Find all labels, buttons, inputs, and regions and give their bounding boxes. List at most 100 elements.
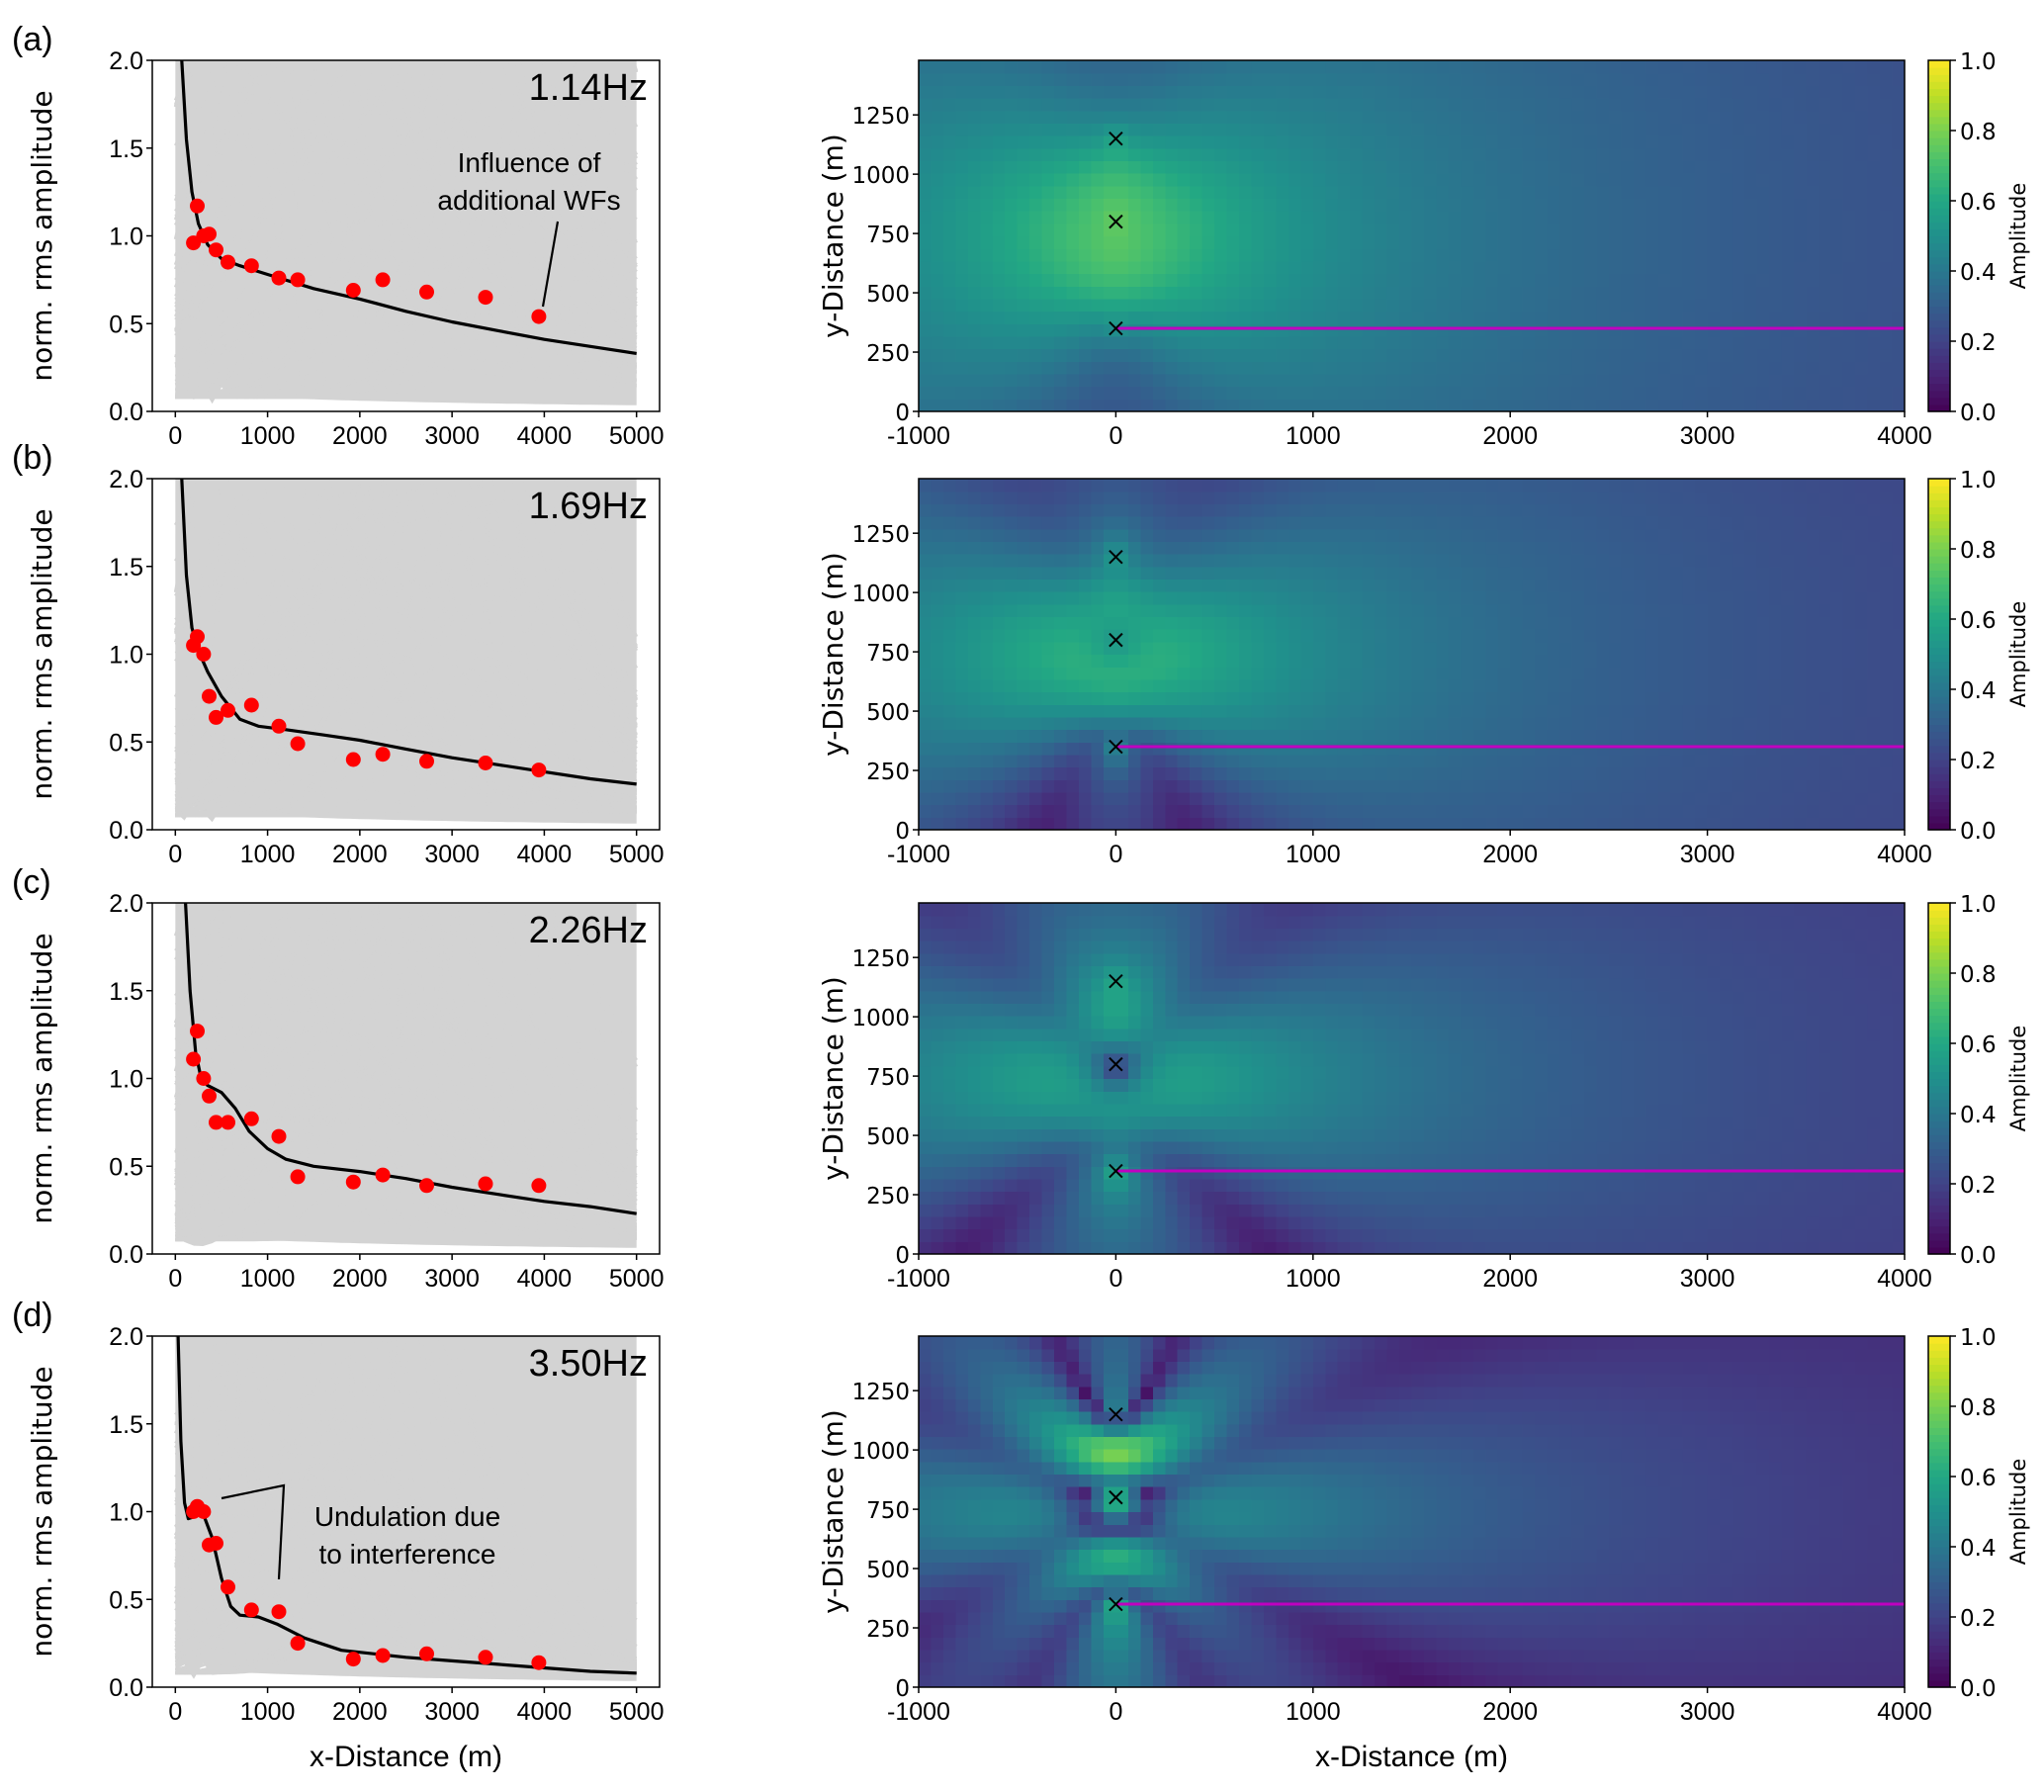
ensemble-curve: [175, 60, 479, 398]
heatmap-cell: [1041, 361, 1055, 375]
heatmap-cell: [1842, 85, 1856, 99]
heatmap-cell: [1768, 323, 1782, 337]
heatmap-cell: [1695, 260, 1709, 275]
heatmap-cell: [1115, 479, 1129, 493]
y-tick-label: 1000: [851, 582, 910, 607]
heatmap-cell: [1103, 260, 1116, 275]
heatmap-cell: [992, 516, 1006, 530]
heatmap-cell: [1152, 804, 1166, 818]
heatmap-cell: [1743, 817, 1758, 831]
heatmap-cell: [1190, 60, 1203, 74]
heatmap-cell: [1239, 223, 1253, 237]
amplitude-map: -1000 0 1000 2000 3000 4000025050075010001250…: [817, 478, 1932, 868]
heatmap-cell: [919, 791, 933, 806]
heatmap-cell: [1239, 198, 1253, 212]
heatmap-cell: [1497, 185, 1511, 200]
heatmap-cell: [1436, 248, 1450, 262]
heatmap-cell: [1842, 691, 1856, 705]
heatmap-cell: [955, 541, 969, 555]
heatmap-cell: [1830, 678, 1844, 693]
heatmap-cell: [1485, 554, 1499, 568]
heatmap-cell: [1756, 147, 1770, 162]
heatmap-cell: [1017, 85, 1030, 99]
heatmap-cell: [967, 704, 981, 718]
heatmap-cell: [1103, 85, 1116, 99]
heatmap-cell: [1079, 742, 1093, 756]
heatmap-cell: [1165, 335, 1179, 350]
heatmap-cell: [1214, 804, 1228, 818]
heatmap-cell: [1017, 704, 1030, 718]
ensemble-curve: [174, 60, 638, 305]
heatmap-cell: [1325, 629, 1339, 643]
heatmap-cell: [1510, 361, 1524, 375]
heatmap-cell: [1559, 667, 1573, 680]
heatmap-cell: [1214, 641, 1228, 656]
heatmap-cell: [1867, 298, 1881, 313]
heatmap-cell: [1165, 373, 1179, 388]
heatmap-cell: [1583, 554, 1598, 568]
heatmap-cell: [1720, 373, 1733, 388]
heatmap-cell: [1054, 85, 1068, 99]
heatmap-cell: [1226, 491, 1240, 504]
heatmap-cell: [1165, 579, 1179, 592]
heatmap-cell: [1522, 603, 1536, 618]
heatmap-cell: [1522, 373, 1536, 388]
heatmap-cell: [1583, 491, 1598, 504]
heatmap-cell: [1103, 98, 1116, 112]
heatmap-cell: [980, 503, 994, 517]
heatmap-cell: [1140, 248, 1154, 262]
heatmap-cell: [1633, 729, 1646, 743]
heatmap-cell: [919, 516, 933, 530]
heatmap-cell: [1411, 791, 1425, 806]
heatmap-cell: [1140, 678, 1154, 693]
heatmap-cell: [1127, 298, 1141, 313]
heatmap-cell: [1670, 72, 1684, 86]
heatmap-cell: [1140, 85, 1154, 99]
heatmap-cell: [919, 85, 933, 99]
heatmap-cell: [942, 85, 956, 99]
heatmap-cell: [1066, 541, 1080, 555]
heatmap-cell: [1806, 766, 1820, 780]
heatmap-cell: [1251, 579, 1265, 592]
heatmap-cell: [1214, 248, 1228, 262]
heatmap-cell: [1830, 554, 1844, 568]
heatmap-cell: [1855, 654, 1869, 668]
heatmap-cell: [1423, 654, 1438, 668]
heatmap-cell: [1399, 678, 1413, 693]
heatmap-cell: [931, 641, 944, 656]
heatmap-cell: [1768, 817, 1782, 831]
heatmap-cell: [1793, 629, 1807, 643]
heatmap-cell: [931, 754, 944, 768]
heatmap-cell: [1201, 399, 1215, 412]
heatmap-cell: [1645, 85, 1659, 99]
heatmap-cell: [1288, 528, 1301, 542]
heatmap-cell: [1768, 716, 1782, 731]
heatmap-cell: [1362, 691, 1376, 705]
heatmap-cell: [1165, 211, 1179, 224]
heatmap-cell: [1547, 135, 1560, 149]
heatmap-cell: [1005, 566, 1019, 581]
heatmap-cell: [1547, 123, 1560, 136]
heatmap-cell: [1707, 235, 1721, 249]
heatmap-cell: [1510, 491, 1524, 504]
heatmap-cell: [1485, 479, 1499, 493]
heatmap-cell: [1596, 323, 1610, 337]
heatmap-cell: [1485, 147, 1499, 162]
heatmap-cell: [1288, 72, 1301, 86]
heatmap-cell: [1743, 235, 1758, 249]
heatmap-cell: [1300, 123, 1314, 136]
heatmap-cell: [1201, 386, 1215, 400]
heatmap-cell: [1300, 766, 1314, 780]
heatmap-cell: [1375, 185, 1388, 200]
heatmap-cell: [1571, 754, 1585, 768]
heatmap-cell: [1312, 591, 1326, 605]
heatmap-cell: [1768, 566, 1782, 581]
heatmap-cell: [1448, 98, 1462, 112]
heatmap-cell: [1559, 123, 1573, 136]
heatmap-cell: [1793, 248, 1807, 262]
heatmap-cell: [1251, 766, 1265, 780]
heatmap-cell: [1029, 123, 1043, 136]
heatmap-cell: [1375, 98, 1388, 112]
heatmap-cell: [1325, 173, 1339, 187]
